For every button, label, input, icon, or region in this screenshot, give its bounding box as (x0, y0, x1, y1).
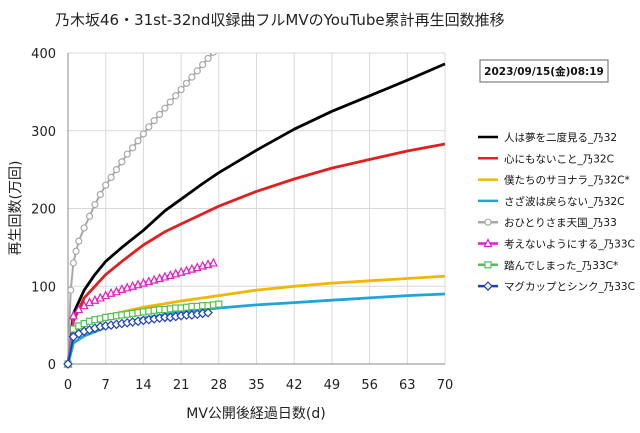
y-axis-title: 再生回数(万回) (8, 161, 24, 256)
data-point (188, 73, 196, 81)
legend-label: 人は夢を二度見る_乃32 (504, 131, 617, 144)
y-axis-ticks: 0 100 200 300 400 (31, 47, 56, 373)
data-point (72, 247, 80, 255)
data-point (483, 238, 493, 248)
data-point (150, 117, 158, 125)
series-1 (66, 62, 446, 365)
plot-area (63, 53, 446, 369)
x-tick-label: 63 (399, 378, 416, 393)
legend-item: 人は夢を二度見る_乃32 (478, 131, 617, 144)
data-point (102, 181, 110, 189)
data-point (75, 237, 83, 245)
legend-label: 心にもないこと_乃32C (504, 153, 614, 165)
data-point (118, 158, 126, 166)
data-point (193, 67, 201, 75)
x-tick-label: 0 (64, 378, 72, 393)
legend-label: マグカップとシンク_乃33C (504, 280, 635, 293)
x-tick-label: 56 (361, 378, 378, 393)
y-tick-label: 300 (31, 125, 56, 140)
y-tick-label: 400 (31, 47, 56, 62)
data-point (107, 173, 115, 181)
data-point (204, 54, 212, 63)
data-point (182, 79, 191, 87)
legend-label: おひとりさま天国_乃33 (504, 217, 617, 229)
data-point (161, 104, 169, 112)
x-tick-label: 49 (324, 378, 341, 393)
legend-label: 僕たちのサヨナラ_乃32C* (504, 174, 630, 187)
data-point (145, 123, 153, 131)
x-tick-label: 70 (437, 378, 454, 393)
data-point (215, 300, 223, 308)
x-tick-label: 21 (173, 378, 190, 393)
legend-label: 考えないようにする_乃33C (504, 239, 635, 251)
x-tick-label: 7 (102, 378, 110, 393)
x-tick-label: 42 (286, 378, 303, 393)
y-tick-label: 200 (31, 203, 56, 218)
legend-label: 踏んでしまった_乃33C* (504, 259, 618, 272)
legend-item: さざ波は戻らない_乃32C (478, 195, 624, 208)
data-point (172, 92, 180, 100)
series-line (66, 62, 446, 365)
data-point (209, 53, 217, 56)
data-point (208, 257, 218, 267)
series-6 (63, 257, 218, 368)
legend-item: 考えないようにする_乃33C (478, 238, 635, 251)
legend: 人は夢を二度見る_乃32 心にもないこと_乃32C 僕たちのサヨナラ_乃32C* さざ… (478, 131, 635, 293)
y-tick-label: 100 (31, 280, 56, 295)
data-point (123, 150, 131, 158)
series-2 (66, 142, 446, 365)
date-label: 2023/09/15(金)08:19 (484, 65, 604, 78)
data-point (69, 259, 77, 267)
x-tick-label: 28 (211, 378, 228, 393)
legend-item: 僕たちのサヨナラ_乃32C* (478, 174, 630, 187)
legend-item: マグカップとシンク_乃33C (478, 280, 635, 293)
data-point (80, 224, 88, 232)
data-point (68, 310, 78, 320)
data-point (67, 286, 75, 294)
data-point (483, 281, 493, 291)
legend-item: 踏んでしまった_乃33C* (478, 259, 618, 272)
data-point (139, 130, 147, 138)
x-axis-title: MV公開後経過日数(d) (186, 406, 325, 422)
y-tick-label: 0 (48, 358, 56, 373)
data-point (166, 98, 174, 106)
x-tick-label: 35 (248, 378, 265, 393)
date-box (479, 59, 609, 83)
data-point (177, 85, 185, 94)
data-point (484, 218, 492, 226)
x-tick-label: 14 (135, 378, 152, 393)
legend-item: 心にもないこと_乃32C (478, 153, 614, 165)
data-point (199, 61, 207, 69)
legend-label: さざ波は戻らない_乃32C (504, 195, 624, 208)
data-point (91, 201, 99, 209)
x-axis-ticks: 0 7 14 21 28 35 42 49 56 63 70 (64, 378, 453, 393)
data-point (85, 212, 94, 220)
gridlines (68, 52, 446, 364)
data-point (484, 261, 492, 269)
data-point (112, 166, 121, 174)
data-point (155, 110, 164, 119)
data-point (129, 144, 137, 152)
data-point (96, 190, 104, 199)
series-8 (63, 307, 213, 369)
data-point (203, 307, 213, 318)
data-point (63, 359, 73, 369)
legend-item: おひとりさま天国_乃33 (478, 217, 617, 229)
data-point (134, 137, 142, 145)
chart-title: 乃木坂46・31st-32nd収録曲フルMVのYouTube累計再生回数推移 (55, 11, 505, 29)
series-line (66, 142, 446, 365)
